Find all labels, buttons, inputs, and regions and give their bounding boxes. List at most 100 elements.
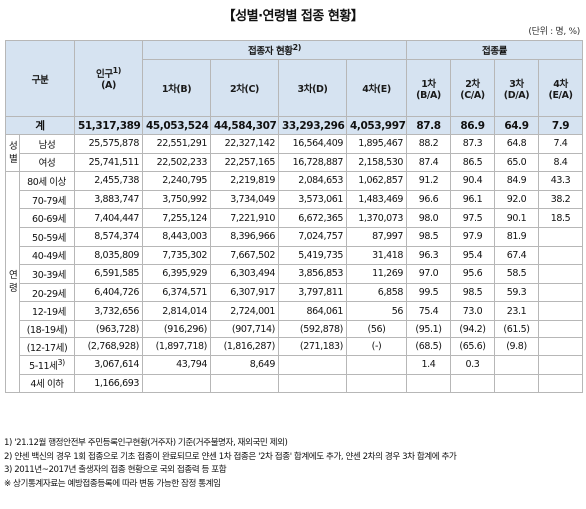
row-label: (18-19세)	[19, 319, 75, 339]
header-rate4: 4차 (E/A)	[537, 59, 584, 117]
cell-population: 2,455,738	[74, 171, 143, 191]
cell-rate3: 81.9	[494, 226, 539, 247]
cell-dose1: 6,395,929	[142, 264, 211, 284]
cell-dose2	[210, 373, 279, 394]
row-label: 남성	[19, 134, 75, 154]
cell-rate4	[537, 337, 584, 356]
table-row: 여성 25,741,511 22,502,233 22,257,165 16,7…	[6, 152, 584, 173]
total-row: 계 51,317,389 45,053,524 44,584,307 33,29…	[5, 116, 584, 135]
cell-dose3: 5,419,735	[278, 245, 347, 266]
footnote: 1) '21.12월 행정안전부 주민등록인구현황(거주자) 기준(거주불명자,…	[4, 438, 288, 448]
cell-dose3: 16,728,887	[278, 152, 347, 173]
cell-dose1: 8,443,003	[142, 226, 211, 247]
header-vaccinated-group: 접종자 현황2)	[142, 40, 407, 60]
cell-rate4: 38.2	[537, 189, 584, 210]
cell-population: 8,035,809	[74, 245, 143, 266]
cell-dose1: (916,296)	[142, 319, 211, 339]
cell-dose4	[346, 373, 407, 394]
header-population: 인구1) (A)	[74, 40, 143, 117]
cell-rate4: 8.4	[537, 152, 584, 173]
cell-rate3: 64.9	[494, 116, 539, 135]
cell-dose4: 1,895,467	[346, 134, 407, 154]
cell-rate3: 84.9	[494, 171, 539, 191]
cell-dose1: (1,897,718)	[142, 337, 211, 356]
cell-dose4: 87,997	[346, 226, 407, 247]
cell-dose2: 7,221,910	[210, 208, 279, 228]
cell-dose2: (907,714)	[210, 319, 279, 339]
cell-population: 8,574,374	[74, 226, 143, 247]
cell-rate4: 43.3	[537, 171, 584, 191]
cell-rate3: (61.5)	[494, 319, 539, 339]
cell-dose1: 6,374,571	[142, 282, 211, 303]
cell-dose2: 2,724,001	[210, 301, 279, 321]
cell-dose1: 3,750,992	[142, 189, 211, 210]
cell-dose2: 3,734,049	[210, 189, 279, 210]
cell-dose2: 22,257,165	[210, 152, 279, 173]
cell-dose2: 2,219,819	[210, 171, 279, 191]
cell-rate4: 18.5	[537, 208, 584, 228]
cell-rate1	[406, 373, 451, 394]
cell-dose2: 6,307,917	[210, 282, 279, 303]
row-label: 60-69세	[19, 208, 75, 228]
row-label: (12-17세)	[19, 337, 75, 356]
table-row: 70-79세 3,883,747 3,750,992 3,734,049 3,5…	[6, 189, 584, 210]
cell-rate3: 90.1	[494, 208, 539, 228]
cell-rate2: 95.6	[450, 264, 495, 284]
header-dose4: 4차(E)	[346, 59, 407, 117]
header-category: 구분	[5, 40, 75, 117]
cell-rate3: 65.0	[494, 152, 539, 173]
cell-rate2: 86.9	[450, 116, 495, 135]
cell-rate4	[537, 264, 584, 284]
cell-dose3: 864,061	[278, 301, 347, 321]
cell-dose1: 7,735,302	[142, 245, 211, 266]
cell-rate3: 59.3	[494, 282, 539, 303]
footnote: ※ 상기통계자료는 예방접종등록에 따라 변동 가능한 잠정 통계임	[4, 478, 221, 489]
cell-dose2: (1,816,287)	[210, 337, 279, 356]
cell-rate3: 64.8	[494, 134, 539, 154]
cell-rate4	[537, 319, 584, 339]
cell-dose2: 8,649	[210, 354, 279, 375]
cell-dose1: 45,053,524	[142, 116, 211, 135]
cell-dose2: 7,667,502	[210, 245, 279, 266]
cell-rate2	[450, 373, 495, 394]
cell-rate2: (65.6)	[450, 337, 495, 356]
cell-dose4: 1,062,857	[346, 171, 407, 191]
cell-dose4: (-)	[346, 337, 407, 356]
row-label: 5-11세3)	[19, 354, 75, 375]
cell-dose1: 7,255,124	[142, 208, 211, 228]
header-dose2: 2차(C)	[210, 59, 279, 117]
cell-rate3: 23.1	[494, 301, 539, 321]
cell-dose3: 3,573,061	[278, 189, 347, 210]
cell-rate1: (95.1)	[406, 319, 451, 339]
cell-population: 25,741,511	[74, 152, 143, 173]
cell-rate2: 98.5	[450, 282, 495, 303]
table-row: 60-69세 7,404,447 7,255,124 7,221,910 6,6…	[6, 208, 584, 228]
cell-population: 3,067,614	[74, 354, 143, 375]
cell-dose2: 22,327,142	[210, 134, 279, 154]
cell-rate3: (9.8)	[494, 337, 539, 356]
cell-dose3: 3,856,853	[278, 264, 347, 284]
cell-rate3	[494, 373, 539, 394]
cell-rate1: 87.8	[406, 116, 451, 135]
cell-dose1: 22,551,291	[142, 134, 211, 154]
total-label: 계	[5, 116, 75, 135]
header-rate2: 2차 (C/A)	[450, 59, 495, 117]
cell-dose3: 3,797,811	[278, 282, 347, 303]
cell-dose4: (56)	[346, 319, 407, 339]
cell-dose4: 2,158,530	[346, 152, 407, 173]
cell-dose1: 22,502,233	[142, 152, 211, 173]
cell-dose3: 33,293,296	[278, 116, 347, 135]
cell-rate3: 92.0	[494, 189, 539, 210]
cell-rate3	[494, 354, 539, 375]
cell-dose4: 6,858	[346, 282, 407, 303]
cell-dose3: 16,564,409	[278, 134, 347, 154]
cell-population: 51,317,389	[74, 116, 143, 135]
cell-rate1: 98.0	[406, 208, 451, 228]
header-rate-group: 접종률	[405, 40, 584, 60]
cell-dose1: 2,814,014	[142, 301, 211, 321]
cell-dose3: 7,024,757	[278, 226, 347, 247]
row-label: 70-79세	[19, 189, 75, 210]
